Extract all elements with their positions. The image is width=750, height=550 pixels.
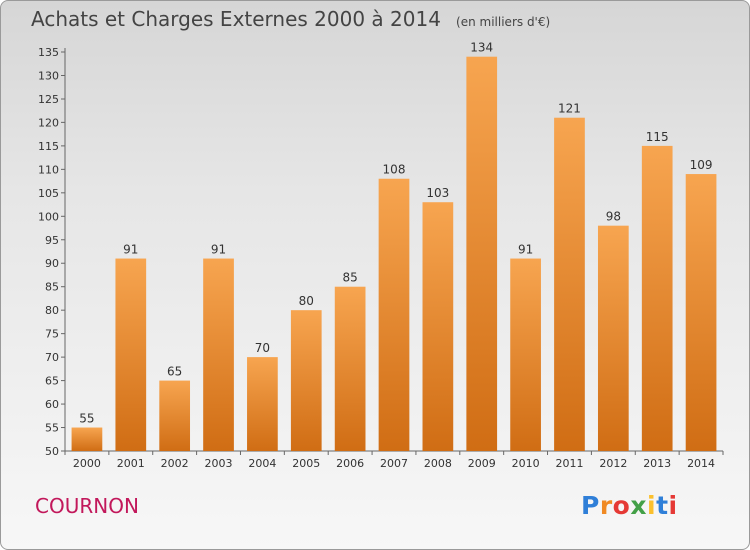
value-label: 85	[342, 271, 357, 285]
y-tick-label: 105	[38, 187, 59, 200]
value-label: 70	[255, 341, 270, 355]
value-label: 115	[646, 130, 669, 144]
value-label: 109	[690, 158, 713, 172]
value-label: 134	[470, 41, 493, 55]
x-tick-label: 2005	[292, 457, 320, 470]
bar-2001	[115, 258, 147, 451]
bar-2004	[247, 357, 278, 451]
value-label: 91	[518, 243, 533, 257]
x-tick-label: 2009	[468, 457, 496, 470]
y-tick-label: 130	[38, 69, 59, 82]
x-tick-label: 2014	[687, 457, 715, 470]
logo-letter: t	[656, 491, 669, 520]
x-tick-label: 2001	[117, 457, 145, 470]
y-tick-label: 55	[45, 422, 59, 435]
value-label: 55	[79, 412, 94, 426]
x-tick-label: 2007	[380, 457, 408, 470]
commune-name: COURNON	[35, 494, 139, 518]
chart-subtitle: (en milliers d'€)	[456, 15, 551, 29]
y-tick-label: 115	[38, 140, 59, 153]
y-tick-label: 80	[45, 304, 59, 317]
logo-letter: P	[581, 491, 600, 520]
y-tick-label: 110	[38, 163, 59, 176]
x-tick-label: 2013	[643, 457, 671, 470]
x-tick-label: 2011	[555, 457, 583, 470]
bar-2013	[641, 145, 673, 451]
bar-2000	[71, 427, 103, 451]
value-label: 108	[383, 163, 406, 177]
y-tick-label: 135	[38, 46, 59, 59]
x-tick-label: 2008	[424, 457, 452, 470]
value-label: 121	[558, 102, 581, 116]
y-tick-label: 100	[38, 210, 59, 223]
x-tick-label: 2004	[248, 457, 276, 470]
y-tick-label: 125	[38, 93, 59, 106]
y-tick-label: 65	[45, 375, 59, 388]
logo-letter: i	[668, 491, 678, 520]
y-tick-label: 120	[38, 116, 59, 129]
y-tick-label: 75	[45, 328, 59, 341]
logo-letter: x	[630, 491, 647, 520]
value-label: 91	[123, 243, 138, 257]
bar-2005	[290, 310, 322, 451]
value-label: 98	[606, 210, 621, 224]
chart-title: Achats et Charges Externes 2000 à 2014	[31, 7, 441, 31]
y-tick-label: 70	[45, 351, 59, 364]
value-label: 103	[426, 186, 449, 200]
logo-letter: i	[647, 491, 657, 520]
bar-2010	[510, 258, 541, 451]
bar-2014	[685, 174, 717, 451]
bar-2009	[466, 56, 498, 451]
bar-2003	[203, 258, 234, 451]
bar-2006	[334, 286, 366, 451]
bar-2007	[378, 178, 410, 451]
value-label: 80	[299, 294, 314, 308]
x-tick-label: 2006	[336, 457, 364, 470]
x-tick-label: 2002	[161, 457, 189, 470]
x-tick-label: 2012	[599, 457, 627, 470]
y-tick-label: 90	[45, 257, 59, 270]
logo-letter: o	[612, 491, 631, 520]
logo-letter: r	[599, 491, 613, 520]
bar-2008	[422, 202, 454, 451]
value-label: 65	[167, 365, 182, 379]
chart-title-block: Achats et Charges Externes 2000 à 2014 (…	[31, 7, 550, 31]
bar-2011	[554, 117, 585, 451]
y-tick-label: 85	[45, 281, 59, 294]
x-tick-label: 2000	[73, 457, 101, 470]
proxiti-logo[interactable]: Proxiti	[581, 491, 678, 520]
y-tick-label: 95	[45, 234, 59, 247]
bar-2012	[597, 225, 629, 451]
bar-2002	[159, 380, 191, 451]
x-tick-label: 2003	[205, 457, 233, 470]
y-tick-label: 50	[45, 445, 59, 458]
x-tick-label: 2010	[512, 457, 540, 470]
value-label: 91	[211, 243, 226, 257]
y-tick-label: 60	[45, 398, 59, 411]
